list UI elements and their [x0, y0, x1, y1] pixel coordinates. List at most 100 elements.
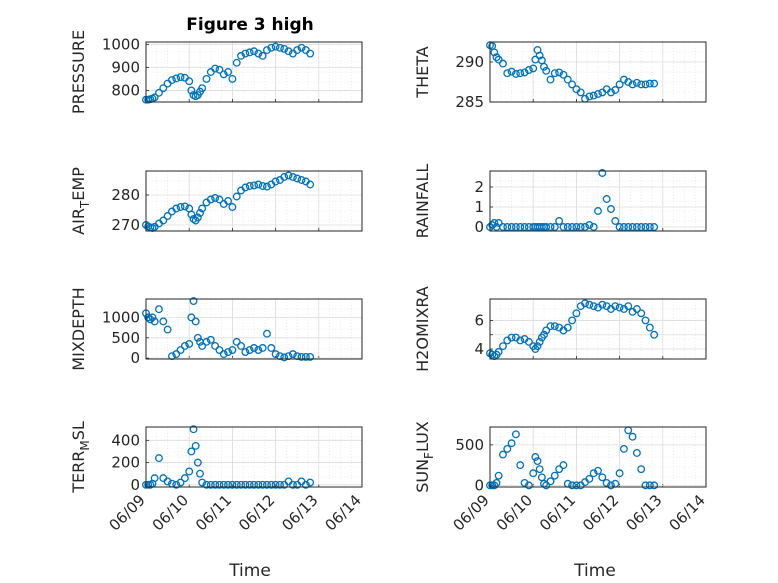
data-point — [306, 49, 315, 58]
data-point — [163, 477, 172, 486]
data-point — [258, 344, 267, 352]
data-point — [507, 439, 516, 448]
data-point — [568, 80, 577, 89]
subplot-air_temp: 270 280 AIRTEMP — [69, 167, 363, 235]
y-tick-label: 1 — [474, 198, 484, 216]
data-point — [641, 80, 650, 89]
data-point — [499, 59, 507, 68]
data-point — [494, 219, 503, 227]
data-point — [494, 347, 503, 356]
data-point — [507, 67, 516, 76]
data-point — [619, 75, 628, 84]
data-point — [254, 49, 263, 58]
data-point — [187, 447, 196, 456]
data-point — [250, 344, 258, 352]
y-tick-label: 6 — [474, 311, 484, 329]
data-point — [224, 197, 233, 205]
data-point — [241, 348, 250, 357]
data-point — [306, 353, 315, 361]
data-point — [645, 481, 654, 490]
data-point — [645, 323, 654, 332]
y-axis-label-subscript: T — [78, 200, 92, 209]
data-point — [228, 203, 237, 211]
x-axis-label-left: Time — [228, 561, 271, 581]
data-point — [568, 481, 577, 490]
data-point — [228, 480, 237, 489]
data-point — [559, 223, 568, 231]
axes-frame — [489, 298, 707, 360]
data-point — [546, 75, 555, 84]
data-point — [524, 337, 533, 346]
data-point — [211, 194, 220, 202]
data-point — [172, 204, 181, 213]
data-point — [529, 469, 538, 478]
data-point — [576, 88, 585, 97]
data-point — [563, 323, 572, 332]
data-point — [615, 469, 624, 478]
data-point — [511, 430, 520, 439]
y-tick-label: 0 — [130, 476, 140, 494]
data-point — [581, 299, 589, 308]
data-point — [594, 90, 602, 98]
y-axis-label: AIRTEMP — [69, 167, 92, 235]
data-point — [490, 481, 499, 490]
data-point — [535, 51, 544, 60]
data-point — [198, 204, 207, 213]
data-point — [563, 223, 572, 231]
data-point — [490, 48, 499, 57]
data-point — [155, 305, 163, 314]
data-point — [645, 79, 654, 88]
data-point — [306, 180, 315, 189]
data-point — [503, 69, 512, 78]
data-point — [585, 221, 594, 229]
data-point — [241, 480, 250, 489]
data-point — [150, 93, 159, 102]
data-point — [619, 444, 628, 453]
data-point — [628, 432, 637, 441]
axes-frame — [145, 170, 363, 232]
data-point — [637, 223, 646, 231]
data-point — [550, 322, 559, 331]
y-axis-label-subscript: M — [78, 440, 92, 450]
data-point — [297, 43, 306, 52]
data-point — [275, 43, 284, 52]
y-axis-label-main: RAINFALL — [413, 164, 432, 239]
y-axis-label-main: PRESSURE — [69, 30, 88, 114]
data-point — [555, 68, 564, 77]
data-point — [172, 74, 181, 83]
data-point — [254, 180, 263, 189]
data-point — [187, 313, 196, 322]
data-point — [490, 219, 499, 227]
data-point — [602, 195, 611, 203]
y-tick-label: 400 — [111, 431, 140, 449]
data-point — [594, 466, 602, 475]
data-point — [241, 183, 250, 192]
data-point — [632, 78, 641, 87]
data-point — [535, 465, 544, 474]
data-point — [607, 205, 615, 213]
data-point — [301, 480, 310, 489]
data-point — [650, 481, 659, 490]
data-point — [611, 86, 620, 94]
data-point — [193, 333, 202, 342]
data-point — [206, 335, 215, 344]
data-point — [224, 480, 233, 489]
figure-title: Figure 3 high — [186, 15, 314, 35]
data-point — [215, 480, 224, 489]
data-point — [576, 223, 585, 231]
data-point — [215, 346, 224, 354]
data-point — [542, 223, 551, 231]
data-point — [150, 474, 159, 483]
axes-frame — [145, 298, 363, 360]
y-axis-label-main: TERR — [69, 451, 88, 494]
data-point — [241, 49, 250, 58]
data-point — [228, 74, 237, 83]
data-point — [159, 84, 168, 93]
data-point — [284, 47, 293, 56]
data-point — [185, 467, 194, 476]
data-point — [632, 305, 641, 313]
data-point — [650, 330, 659, 339]
data-point — [237, 341, 245, 350]
